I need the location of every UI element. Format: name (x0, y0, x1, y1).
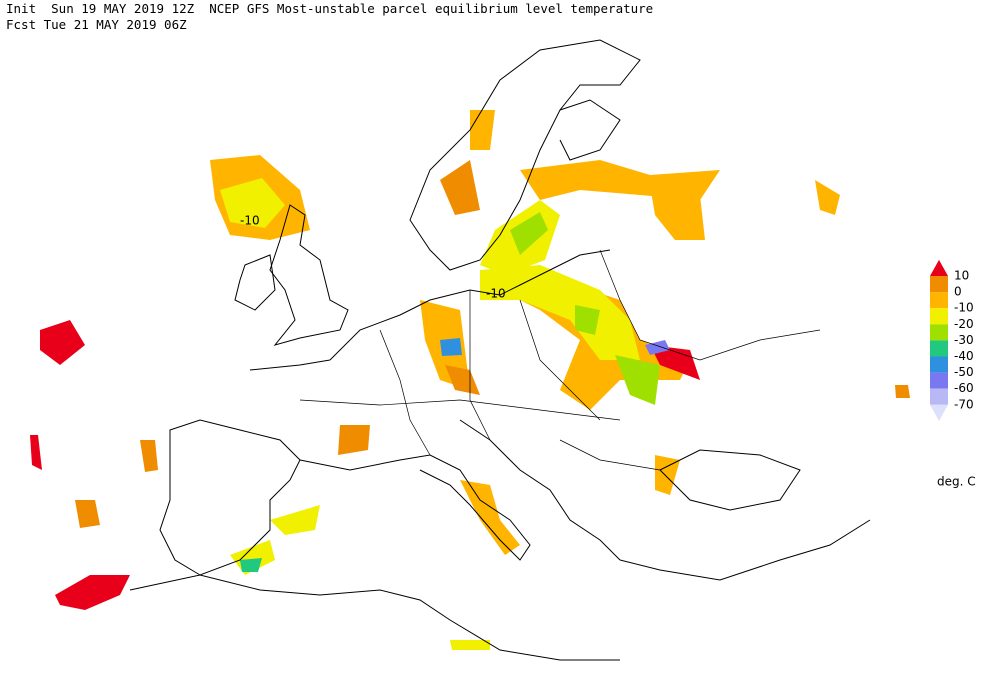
legend-label: 0 (954, 285, 962, 299)
legend-label: -30 (954, 333, 974, 347)
legend-label: -40 (954, 349, 974, 363)
shaded-area (440, 160, 480, 215)
colorbar-box (930, 324, 948, 341)
shaded-area (815, 180, 840, 215)
header-line: Fcst Tue 21 MAY 2019 06Z (6, 17, 187, 32)
legend-label: -60 (954, 381, 974, 395)
legend-label: -20 (954, 317, 974, 331)
shaded-area (75, 500, 100, 528)
shaded-area (445, 365, 480, 395)
shaded-area (650, 185, 705, 240)
legend-unit: deg. C (937, 475, 976, 489)
shaded-area (30, 435, 42, 470)
shaded-area (460, 480, 520, 555)
legend-label: -70 (954, 397, 974, 411)
shaded-area (440, 338, 462, 356)
colorbar-box (930, 292, 948, 309)
shaded-area (450, 640, 490, 650)
shaded-area (655, 455, 680, 495)
legend-label: -10 (954, 301, 974, 315)
colorbar-box (930, 308, 948, 325)
shaded-area (895, 385, 910, 398)
shaded-area (140, 440, 158, 472)
shaded-area (615, 355, 660, 405)
shaded-area (510, 212, 548, 255)
header-line: Init Sun 19 MAY 2019 12Z NCEP GFS Most-u… (6, 1, 653, 16)
shaded-area (40, 320, 85, 365)
borders (299, 249, 821, 471)
colorbar-box (930, 388, 948, 405)
coastlines (129, 39, 871, 661)
shaded-area (220, 178, 285, 228)
shaded-area (575, 305, 600, 335)
colorbar: 10 0 -10 -20 -30 -40 -50 -60 -70 (930, 259, 974, 421)
contour-label: -10 (240, 214, 260, 228)
shaded-area (650, 345, 700, 380)
colorbar-box (930, 276, 948, 293)
legend-label: -50 (954, 365, 974, 379)
shaded-area (480, 265, 640, 360)
colorbar-cap (930, 259, 948, 276)
colorbar-box (930, 372, 948, 389)
shaded-area (338, 425, 370, 455)
shaded-area (270, 505, 320, 535)
shaded-area (55, 575, 130, 610)
colorbar-cap (930, 404, 948, 421)
legend-label: 10 (954, 269, 969, 283)
colorbar-box (930, 340, 948, 357)
contour-label: -10 (486, 287, 506, 301)
shaded-area (240, 558, 262, 572)
colorbar-box (930, 356, 948, 373)
